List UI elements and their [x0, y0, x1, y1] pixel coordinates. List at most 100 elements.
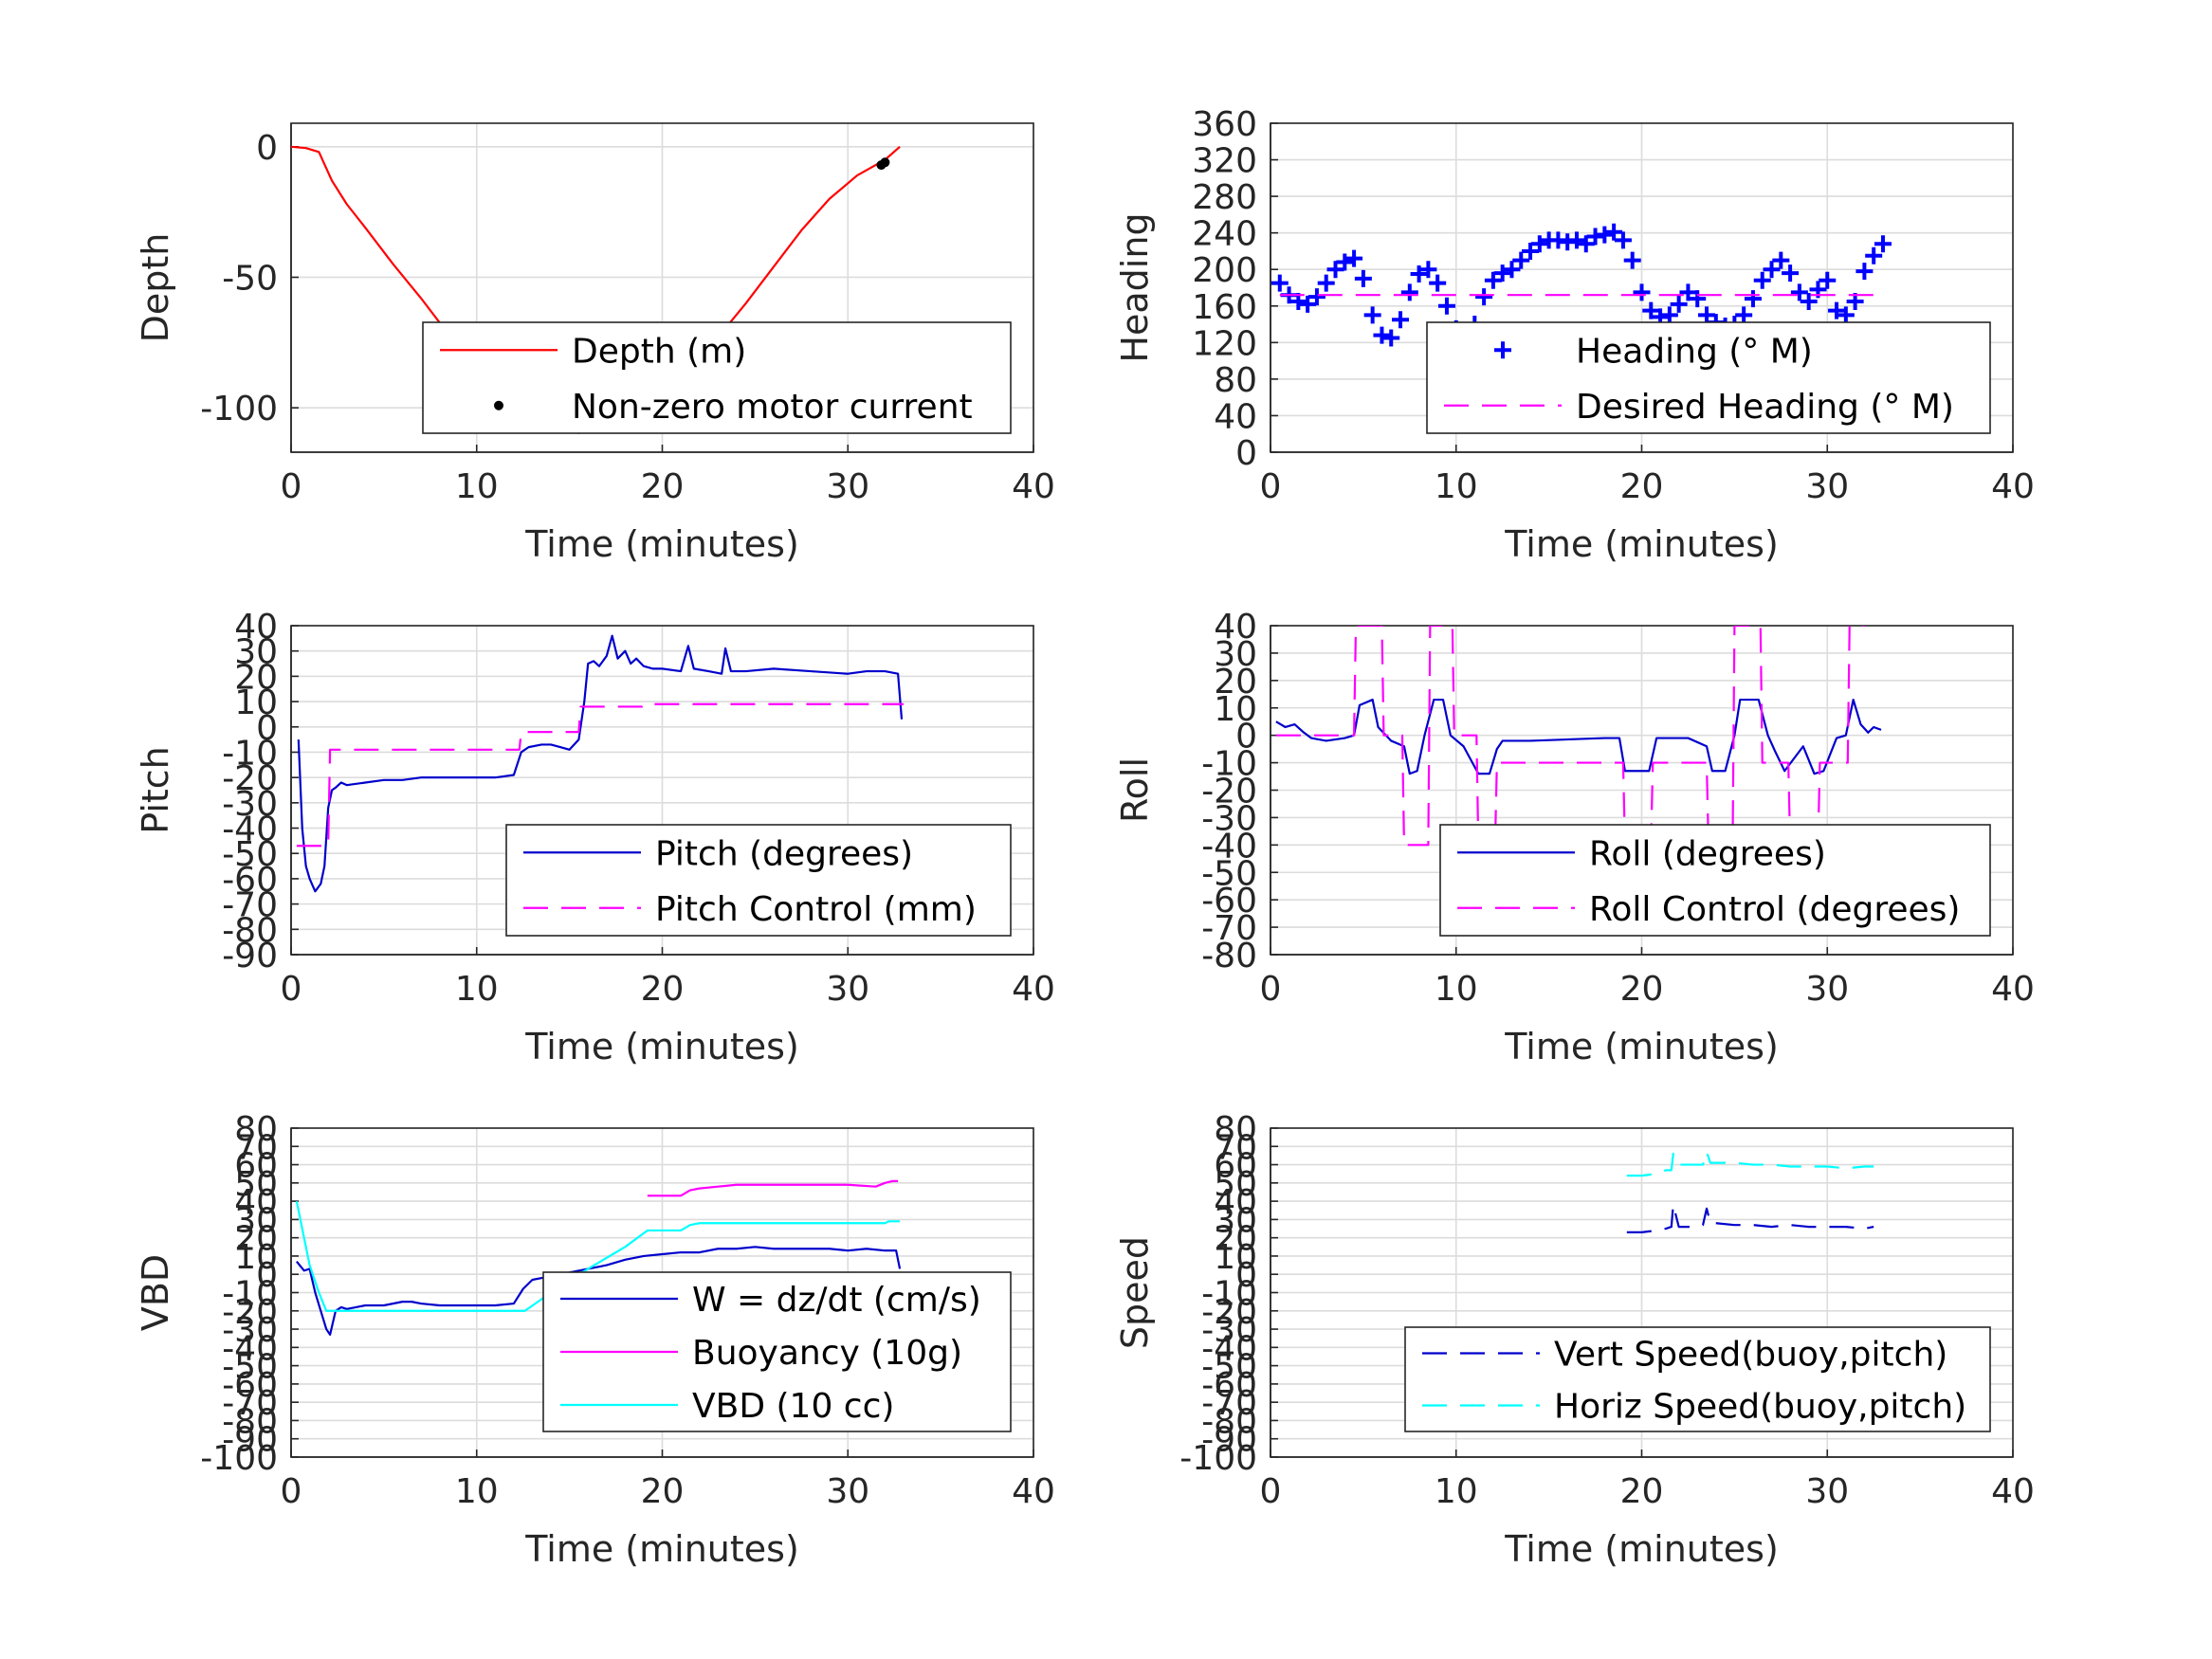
x-tick-label: 40	[1991, 467, 2035, 506]
legend-label: Vert Speed(buoy,pitch)	[1554, 1336, 1947, 1375]
y-tick-label: 30	[1214, 1201, 1257, 1240]
legend-box	[1404, 1326, 1991, 1432]
legend: Roll (degrees) Roll Control (degrees)	[1439, 824, 1991, 937]
x-tick-label: 20	[641, 467, 685, 506]
y-tick-label: -60	[222, 861, 278, 900]
x-tick-label: 30	[826, 467, 869, 506]
x-tick-label: 10	[455, 970, 499, 1009]
y-tick-label: 80	[1214, 361, 1257, 400]
y-tick-label: 10	[234, 684, 278, 722]
y-tick-label: -20	[222, 1293, 278, 1332]
y-tick-label: -10	[222, 1275, 278, 1314]
x-tick-label: 0	[1260, 1472, 1282, 1511]
legend-label: Non-zero motor current	[572, 388, 973, 427]
data-point	[1735, 306, 1753, 324]
y-tick-label: -50	[222, 835, 278, 874]
legend-label: VBD (10 cc)	[692, 1387, 894, 1426]
data-point	[1874, 235, 1892, 253]
data-point	[1419, 261, 1437, 279]
data-point	[1744, 290, 1762, 308]
y-tick-label: -40	[222, 811, 278, 849]
y-tick-label: 320	[1192, 142, 1257, 181]
data-point	[1698, 306, 1716, 324]
y-tick-label: -30	[222, 1311, 278, 1350]
x-tick-label: 40	[1012, 1472, 1055, 1511]
data-point	[1530, 235, 1548, 253]
x-tick-label: 20	[641, 970, 685, 1009]
legend-label: Depth (m)	[572, 332, 746, 371]
x-tick-label: 30	[1805, 1472, 1849, 1511]
legend-label: Horiz Speed(buoy,pitch)	[1554, 1388, 1966, 1427]
y-tick-label: 50	[1214, 1165, 1257, 1204]
y-tick-label: 80	[1214, 1110, 1257, 1149]
x-tick-label: 0	[281, 1472, 302, 1511]
data-point	[1828, 301, 1846, 319]
y-tick-label: 80	[234, 1110, 278, 1149]
legend: Pitch (degrees) Pitch Control (mm)	[505, 824, 1012, 937]
y-tick-label: 30	[234, 633, 278, 672]
subplot-pitch: 0 10 20 30 40403020100-10-20-30-40-50-60-70-…	[135, 608, 1055, 1067]
y-tick-label: 20	[234, 658, 278, 697]
data-point	[1753, 271, 1771, 289]
legend-box	[505, 824, 1012, 937]
y-tick-label: -100	[200, 1439, 278, 1478]
y-tick-label: -20	[1201, 1293, 1257, 1332]
data-point	[1354, 269, 1372, 287]
y-tick-label: -50	[1201, 854, 1257, 893]
data-point	[1345, 249, 1363, 267]
y-tick-label: 20	[1214, 1220, 1257, 1259]
data-point	[880, 157, 890, 168]
data-point	[1837, 306, 1855, 324]
data-point	[1642, 301, 1660, 319]
data-point	[1493, 264, 1511, 283]
data-point	[1503, 261, 1521, 279]
legend: Heading (° M) Desired Heading (° M)	[1426, 321, 1991, 434]
y-tick-label: -50	[1201, 1348, 1257, 1387]
x-tick-label: 40	[1991, 970, 2035, 1009]
x-tick-label: 10	[455, 467, 499, 506]
data-point	[1679, 283, 1697, 301]
y-tick-label: -80	[222, 1402, 278, 1441]
data-point	[1605, 223, 1623, 241]
x-axis-label: Time (minutes)	[524, 1528, 799, 1570]
x-tick-label: 30	[1805, 467, 1849, 506]
series-pitch-degrees	[297, 634, 904, 893]
series-buoyancy-10g	[647, 1179, 899, 1197]
data-layer	[296, 634, 904, 893]
x-tick-label: 0	[281, 467, 302, 506]
x-tick-label: 20	[1620, 1472, 1664, 1511]
data-point	[1670, 295, 1688, 313]
series-roll-degrees	[1275, 698, 1882, 775]
data-point	[1782, 264, 1800, 283]
y-tick-label: 120	[1192, 324, 1257, 363]
legend-label: Buoyancy (10g)	[692, 1334, 962, 1373]
x-axis-label: Time (minutes)	[1504, 1528, 1779, 1570]
y-tick-label: -50	[222, 1348, 278, 1387]
y-tick-label: 40	[1214, 397, 1257, 436]
data-point	[1475, 288, 1493, 306]
y-tick-label: 0	[1235, 1256, 1257, 1295]
y-tick-label: 10	[1214, 690, 1257, 729]
y-tick-label: 30	[234, 1201, 278, 1240]
x-axis-label: Time (minutes)	[1504, 523, 1779, 565]
data-point	[1689, 290, 1707, 308]
data-point	[1326, 261, 1344, 279]
y-tick-label: -30	[1201, 799, 1257, 838]
y-axis-label: VBD	[135, 1254, 176, 1331]
legend-label: Pitch Control (mm)	[655, 890, 977, 929]
subplot-depth: 0 10 20 30 40 0 -50 -100 Time (minutes) Depth Dept…	[135, 122, 1055, 565]
legend: Vert Speed(buoy,pitch) Horiz Speed(buoy,p…	[1404, 1326, 1991, 1432]
data-point	[1382, 329, 1400, 347]
y-tick-label: 70	[234, 1128, 278, 1167]
y-tick-label: -50	[222, 259, 278, 298]
x-tick-label: 30	[826, 1472, 869, 1511]
y-tick-label: -70	[222, 886, 278, 925]
data-point	[1856, 263, 1874, 281]
y-tick-label: 0	[256, 709, 278, 748]
x-tick-label: 10	[1435, 467, 1478, 506]
legend-swatch	[1494, 341, 1511, 359]
y-tick-label: -80	[1201, 1402, 1257, 1441]
x-tick-label: 40	[1012, 970, 1055, 1009]
y-tick-label: 40	[1214, 1183, 1257, 1222]
x-tick-label: 10	[1435, 1472, 1478, 1511]
